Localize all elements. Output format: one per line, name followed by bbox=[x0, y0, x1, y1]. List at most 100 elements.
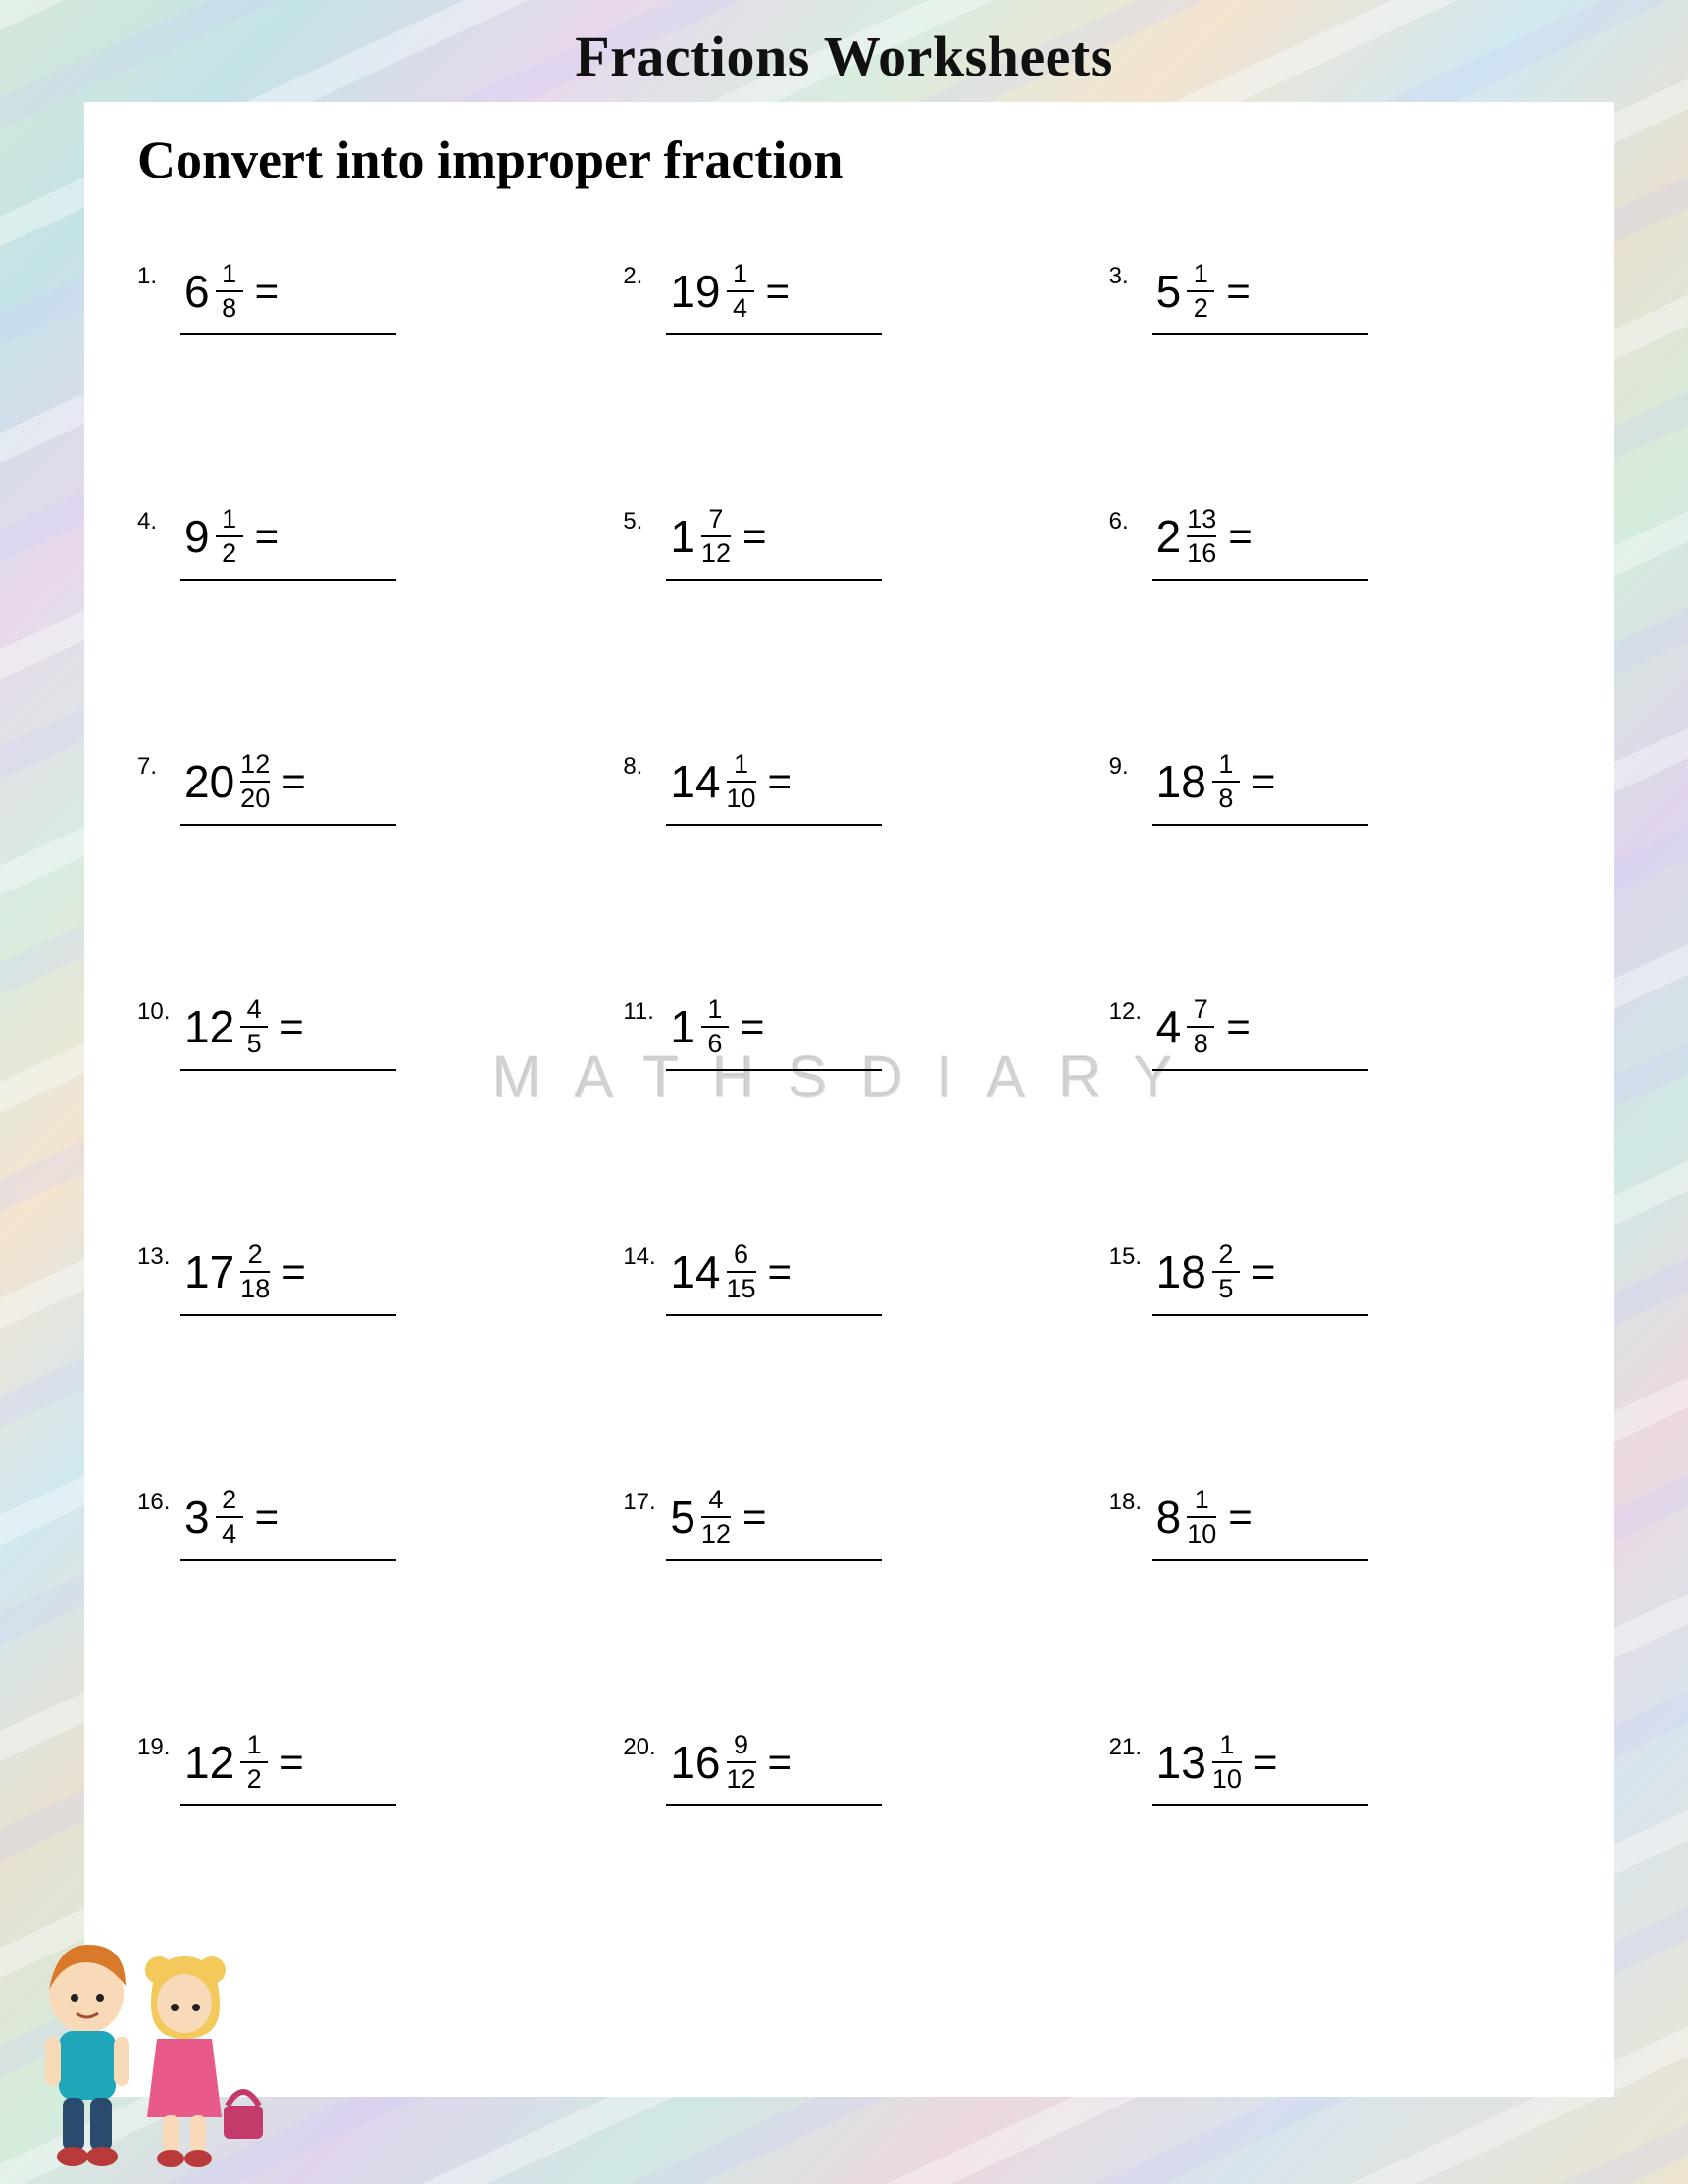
mixed-number-expression: 14110= bbox=[670, 751, 801, 812]
whole-part: 12 bbox=[184, 1736, 234, 1789]
problem-number: 4. bbox=[137, 508, 171, 535]
mixed-number-expression: 1712= bbox=[670, 506, 776, 567]
problem-3: 3. 512 = bbox=[1109, 249, 1575, 494]
problem-1: 1.618= bbox=[137, 249, 603, 494]
numerator: 1 bbox=[1195, 1487, 1209, 1516]
numerator: 1 bbox=[1194, 261, 1208, 290]
problem-6: 6.21316= bbox=[1109, 494, 1575, 739]
whole-part: 17 bbox=[184, 1245, 234, 1298]
mixed-number-expression: 1825= bbox=[1156, 1242, 1286, 1302]
equals-sign: = bbox=[280, 1003, 304, 1050]
whole-part: 18 bbox=[1156, 1245, 1206, 1298]
problem-10: 10.1245= bbox=[137, 985, 603, 1230]
fraction-part: 12 bbox=[1187, 261, 1214, 322]
problem-number: 5. bbox=[623, 508, 656, 535]
equals-sign: = bbox=[1226, 1003, 1251, 1050]
fraction-part: 615 bbox=[727, 1242, 756, 1302]
fraction-part: 12 bbox=[240, 1732, 268, 1793]
denominator: 4 bbox=[216, 1516, 243, 1548]
problem-16: 16.324= bbox=[137, 1475, 603, 1720]
whole-part: 5 bbox=[1156, 265, 1182, 318]
denominator: 8 bbox=[1212, 781, 1240, 812]
problem-number: 19. bbox=[137, 1734, 171, 1761]
instruction-heading: Convert into improper fraction bbox=[137, 129, 1575, 190]
whole-part: 6 bbox=[184, 265, 210, 318]
answer-blank[interactable] bbox=[666, 1069, 882, 1071]
problem-number: 14. bbox=[623, 1244, 656, 1271]
problem-number: 20. bbox=[623, 1734, 656, 1761]
mixed-number-expression: 21316= bbox=[1156, 506, 1262, 567]
answer-blank[interactable] bbox=[1152, 1559, 1368, 1561]
equals-sign: = bbox=[742, 1494, 767, 1541]
answer-blank[interactable] bbox=[666, 824, 882, 826]
problem-20: 20.16912= bbox=[623, 1720, 1089, 1965]
whole-part: 2 bbox=[1156, 510, 1182, 563]
mixed-number-expression: 478= bbox=[1156, 996, 1260, 1057]
problem-9: 9. 1818= bbox=[1109, 739, 1575, 985]
problem-14: 14. 14615 = bbox=[623, 1230, 1089, 1475]
problem-number: 16. bbox=[137, 1489, 171, 1516]
whole-part: 8 bbox=[1156, 1491, 1182, 1544]
denominator: 18 bbox=[240, 1271, 270, 1302]
mixed-number-expression: 17218= bbox=[184, 1242, 316, 1302]
mixed-number-expression: 14615 = bbox=[670, 1242, 801, 1302]
answer-blank[interactable] bbox=[1152, 333, 1368, 335]
problem-number: 9. bbox=[1109, 753, 1143, 781]
whole-part: 20 bbox=[184, 755, 234, 808]
answer-blank[interactable] bbox=[180, 824, 396, 826]
answer-blank[interactable] bbox=[666, 579, 882, 581]
numerator: 1 bbox=[734, 751, 748, 781]
answer-blank[interactable] bbox=[180, 1559, 396, 1561]
denominator: 12 bbox=[727, 1761, 756, 1793]
fraction-part: 78 bbox=[1187, 996, 1214, 1057]
numerator: 1 bbox=[222, 261, 236, 290]
answer-blank[interactable] bbox=[1152, 1314, 1368, 1316]
problem-number: 1. bbox=[137, 263, 171, 290]
whole-part: 9 bbox=[184, 510, 210, 563]
equals-sign: = bbox=[281, 758, 306, 805]
answer-blank[interactable] bbox=[180, 333, 396, 335]
answer-blank[interactable] bbox=[1152, 1804, 1368, 1806]
equals-sign: = bbox=[768, 1248, 793, 1295]
answer-blank[interactable] bbox=[666, 1314, 882, 1316]
equals-sign: = bbox=[1228, 513, 1253, 560]
answer-blank[interactable] bbox=[1152, 1069, 1368, 1071]
fraction-part: 24 bbox=[216, 1487, 243, 1548]
numerator: 1 bbox=[1219, 1732, 1234, 1761]
whole-part: 14 bbox=[670, 1245, 720, 1298]
answer-blank[interactable] bbox=[180, 579, 396, 581]
denominator: 2 bbox=[240, 1761, 268, 1793]
fraction-part: 912 bbox=[727, 1732, 756, 1793]
answer-blank[interactable] bbox=[666, 1804, 882, 1806]
answer-blank[interactable] bbox=[666, 1559, 882, 1561]
numerator: 9 bbox=[734, 1732, 748, 1761]
whole-part: 13 bbox=[1156, 1736, 1206, 1789]
numerator: 2 bbox=[1218, 1242, 1233, 1271]
answer-blank[interactable] bbox=[1152, 579, 1368, 581]
fraction-part: 110 bbox=[1187, 1487, 1216, 1548]
equals-sign: = bbox=[742, 513, 767, 560]
fraction-part: 18 bbox=[1212, 751, 1240, 812]
problem-2: 2.1914= bbox=[623, 249, 1089, 494]
denominator: 10 bbox=[727, 781, 756, 812]
whole-part: 19 bbox=[670, 265, 720, 318]
equals-sign: = bbox=[1226, 268, 1251, 315]
whole-part: 3 bbox=[184, 1491, 210, 1544]
answer-blank[interactable] bbox=[666, 333, 882, 335]
numerator: 6 bbox=[734, 1242, 748, 1271]
mixed-number-expression: 1212= bbox=[184, 1732, 314, 1793]
problem-17: 17.5412= bbox=[623, 1475, 1089, 1720]
mixed-number-expression: 1818= bbox=[1156, 751, 1286, 812]
answer-blank[interactable] bbox=[180, 1314, 396, 1316]
answer-blank[interactable] bbox=[180, 1069, 396, 1071]
problem-number: 3. bbox=[1109, 263, 1143, 290]
problems-grid: 1.618=2.1914=3.512=4.912=5.1712=6.21316=… bbox=[137, 249, 1575, 1965]
answer-blank[interactable] bbox=[1152, 824, 1368, 826]
worksheet-sheet: Convert into improper fraction MATHSDIAR… bbox=[84, 102, 1614, 2097]
answer-blank[interactable] bbox=[180, 1804, 396, 1806]
numerator: 1 bbox=[1218, 751, 1233, 781]
denominator: 16 bbox=[1187, 535, 1216, 567]
mixed-number-expression: 1914= bbox=[670, 261, 799, 322]
whole-part: 16 bbox=[670, 1736, 720, 1789]
fraction-part: 12 bbox=[216, 506, 243, 567]
